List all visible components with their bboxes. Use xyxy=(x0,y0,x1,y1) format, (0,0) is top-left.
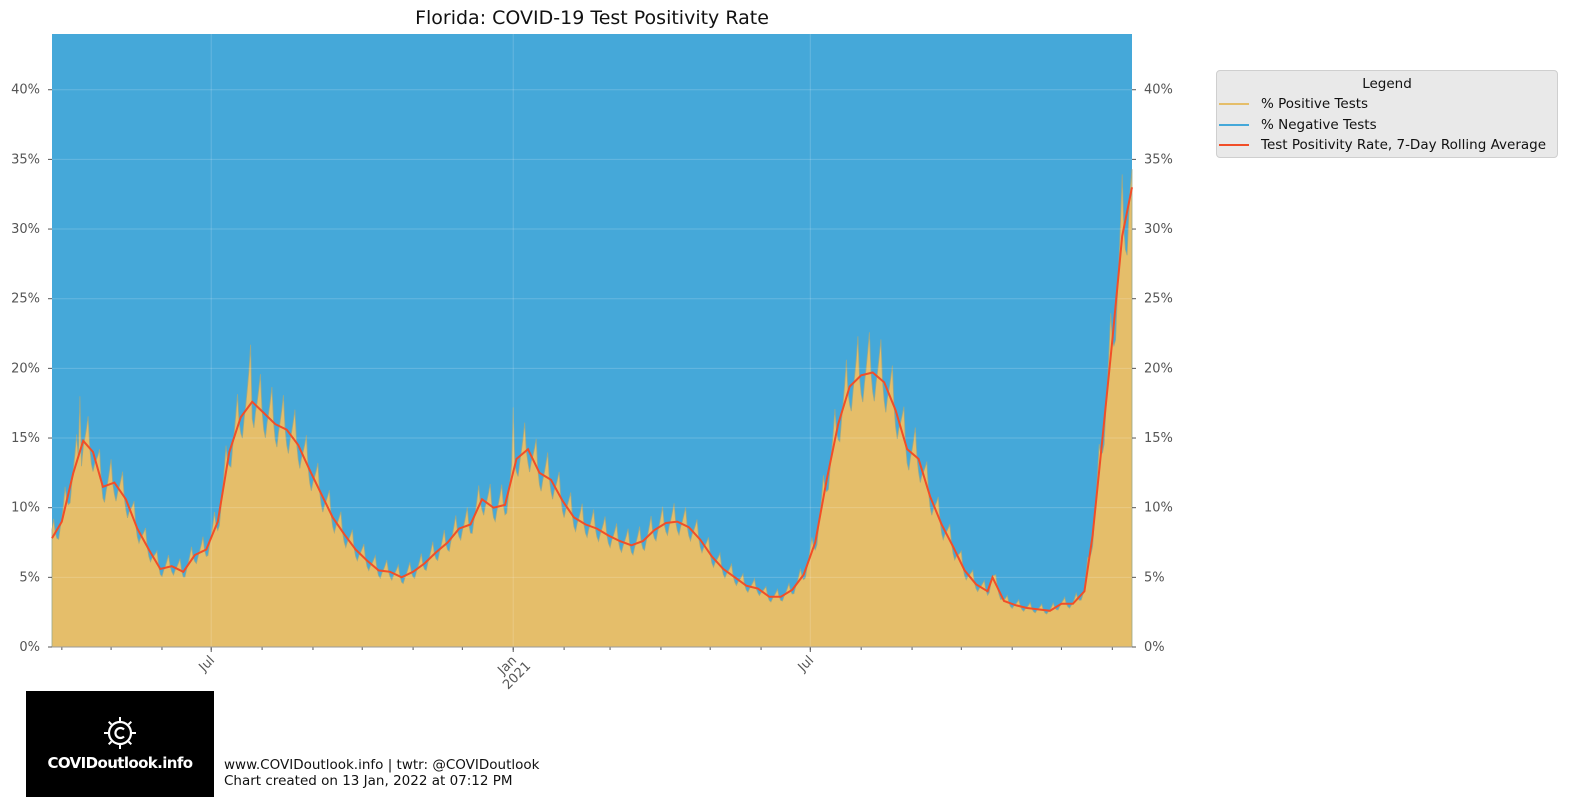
legend-label-negative: % Negative Tests xyxy=(1261,117,1377,133)
footer-created-date: Chart created on 13 Jan, 2022 at 07:12 P… xyxy=(224,773,513,789)
y-tick-label-left: 0% xyxy=(19,640,40,655)
y-tick-label-left: 35% xyxy=(11,152,40,167)
covid-virus-icon xyxy=(104,717,136,749)
plot-area: 0% 0% 5% 5% 10% 10% 15% 15% 20% 20% 25% 25% 30% 30% 35… xyxy=(11,34,1173,693)
y-tick-label-left: 25% xyxy=(11,292,40,307)
legend-swatch-rolling xyxy=(1219,144,1249,146)
positive-tests-area xyxy=(51,169,1133,648)
logo-text: COVIDoutlook.info xyxy=(47,754,193,772)
legend-item-negative: % Negative Tests xyxy=(1219,116,1377,134)
y-tick-label-right: 40% xyxy=(1144,83,1173,98)
legend-swatch-negative xyxy=(1219,124,1249,126)
footer: www.COVIDoutlook.info | twtr: @COVIDoutl… xyxy=(224,757,539,789)
y-tick-label-right: 0% xyxy=(1144,640,1165,655)
y-tick-label-left: 30% xyxy=(11,222,40,237)
legend-item-positive: % Positive Tests xyxy=(1219,95,1368,113)
legend-label-rolling: Test Positivity Rate, 7-Day Rolling Aver… xyxy=(1261,137,1547,153)
y-tick-label-right: 5% xyxy=(1144,570,1165,585)
y-tick-label-right: 30% xyxy=(1144,222,1173,237)
x-tick-label: Jan2021 xyxy=(490,649,534,693)
legend-swatch-positive xyxy=(1219,103,1249,105)
y-tick-label-left: 40% xyxy=(11,83,40,98)
y-tick-label-right: 10% xyxy=(1144,501,1173,516)
legend: Legend % Positive Tests % Negative Tests… xyxy=(1216,70,1558,158)
y-tick-label-left: 5% xyxy=(19,570,40,585)
chart-title: Florida: COVID-19 Test Positivity Rate xyxy=(415,7,769,29)
y-tick-label-right: 15% xyxy=(1144,431,1173,446)
logo[interactable]: COVIDoutlook.info xyxy=(26,691,214,797)
y-tick-label-right: 20% xyxy=(1144,361,1173,376)
y-tick-label-right: 25% xyxy=(1144,292,1173,307)
footer-website[interactable]: www.COVIDoutlook.info | twtr: @COVIDoutl… xyxy=(224,757,540,773)
grid-lines xyxy=(52,34,1132,647)
legend-item-rolling: Test Positivity Rate, 7-Day Rolling Aver… xyxy=(1219,136,1546,154)
legend-title: Legend xyxy=(1362,76,1412,92)
y-tick-label-left: 10% xyxy=(11,501,40,516)
x-tick-label: Jul xyxy=(196,653,218,675)
legend-label-positive: % Positive Tests xyxy=(1261,96,1369,112)
y-tick-label-left: 15% xyxy=(11,431,40,446)
y-tick-label-right: 35% xyxy=(1144,152,1173,167)
rolling-average-line xyxy=(51,187,1133,612)
y-tick-label-left: 20% xyxy=(11,361,40,376)
x-tick-label: Jul xyxy=(795,653,817,675)
